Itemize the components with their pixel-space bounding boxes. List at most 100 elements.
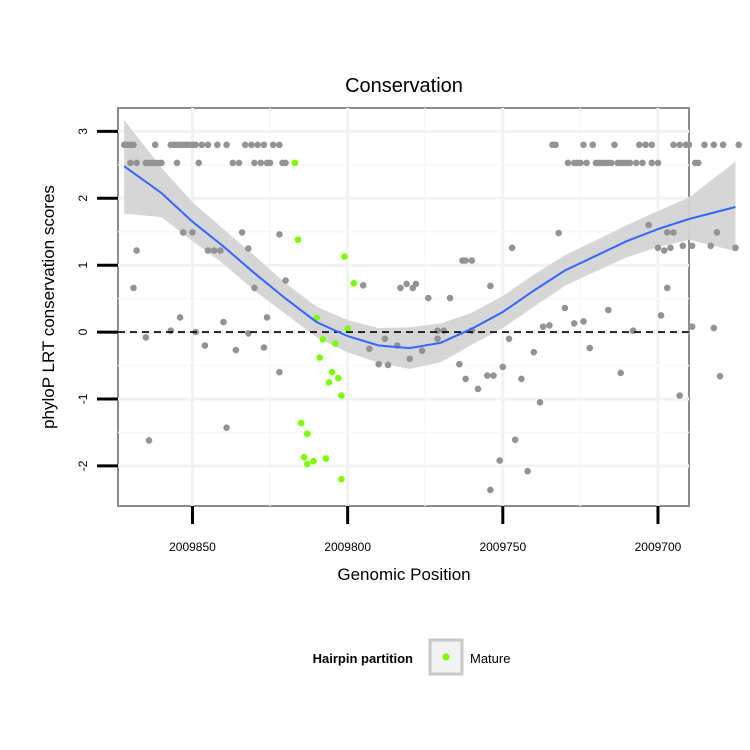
data-point bbox=[214, 141, 221, 149]
data-point bbox=[716, 372, 724, 380]
data-point bbox=[462, 257, 469, 264]
data-point bbox=[235, 159, 243, 167]
data-point bbox=[167, 327, 175, 335]
data-point bbox=[257, 159, 265, 167]
mature-point bbox=[297, 419, 305, 427]
mature-point bbox=[291, 159, 299, 167]
mature-point bbox=[319, 336, 327, 343]
data-point bbox=[586, 344, 593, 352]
data-point bbox=[508, 244, 516, 252]
y-tick-label: 1 bbox=[76, 262, 90, 269]
data-point bbox=[260, 141, 268, 149]
data-point bbox=[648, 159, 656, 167]
data-point bbox=[269, 141, 277, 149]
data-point bbox=[611, 141, 618, 149]
data-point bbox=[707, 242, 714, 250]
data-point bbox=[667, 244, 674, 252]
data-point bbox=[204, 141, 212, 149]
data-point bbox=[487, 282, 494, 290]
data-point bbox=[189, 229, 196, 236]
mature-point bbox=[338, 475, 345, 483]
data-point bbox=[605, 306, 612, 314]
mature-point bbox=[294, 236, 302, 244]
data-point bbox=[142, 334, 150, 341]
data-point bbox=[657, 312, 665, 319]
x-tick-label: 2009750 bbox=[479, 540, 526, 554]
data-point bbox=[406, 355, 414, 363]
data-point bbox=[198, 141, 206, 149]
mature-point bbox=[331, 340, 339, 347]
data-point bbox=[710, 324, 718, 332]
data-point bbox=[397, 284, 404, 292]
x-axis: 2009850 2009800 2009750 2009700 bbox=[169, 506, 682, 554]
y-tick-label: -1 bbox=[76, 393, 90, 404]
data-point bbox=[685, 141, 693, 149]
y-tick-label: -2 bbox=[76, 460, 90, 471]
data-point bbox=[232, 346, 240, 354]
data-point bbox=[251, 284, 258, 292]
mature-point bbox=[322, 455, 330, 462]
data-point bbox=[648, 141, 656, 149]
data-point bbox=[251, 159, 258, 167]
data-point bbox=[496, 457, 504, 464]
data-point bbox=[375, 360, 383, 368]
data-point bbox=[220, 318, 227, 326]
data-point bbox=[151, 141, 159, 149]
loess-smooth-line bbox=[123, 165, 736, 350]
data-point bbox=[204, 247, 212, 254]
mature-point bbox=[325, 379, 333, 386]
data-point bbox=[456, 360, 463, 368]
mature-point bbox=[300, 453, 308, 461]
data-point bbox=[564, 159, 572, 167]
legend-mature-swatch bbox=[442, 653, 450, 661]
data-point bbox=[248, 141, 255, 149]
mature-point bbox=[350, 280, 358, 287]
data-point bbox=[710, 141, 718, 149]
data-point bbox=[539, 323, 547, 331]
data-point bbox=[676, 392, 683, 399]
data-point bbox=[145, 437, 153, 444]
data-point bbox=[713, 229, 721, 236]
data-point bbox=[276, 368, 283, 376]
mature-point bbox=[304, 430, 311, 438]
data-point bbox=[688, 323, 696, 331]
mature-point bbox=[335, 374, 342, 382]
data-point bbox=[552, 141, 559, 149]
data-point bbox=[130, 141, 137, 149]
data-point bbox=[536, 399, 544, 406]
data-point bbox=[468, 257, 476, 264]
data-point bbox=[276, 231, 283, 238]
data-point bbox=[670, 141, 677, 149]
data-point bbox=[238, 229, 246, 236]
confidence-band-layer bbox=[124, 120, 736, 369]
data-point bbox=[688, 242, 696, 250]
data-point bbox=[654, 159, 662, 167]
data-point bbox=[245, 245, 252, 252]
data-point bbox=[546, 322, 553, 329]
mature-point bbox=[316, 354, 324, 361]
data-point bbox=[617, 369, 624, 377]
data-point bbox=[518, 375, 525, 383]
data-point bbox=[418, 347, 426, 355]
data-point bbox=[434, 327, 441, 335]
data-point bbox=[130, 284, 137, 292]
data-point bbox=[654, 244, 662, 252]
data-point bbox=[499, 363, 507, 371]
data-point bbox=[583, 159, 590, 167]
data-point bbox=[266, 159, 274, 167]
data-point bbox=[223, 424, 230, 432]
data-point bbox=[487, 486, 494, 494]
y-axis-title: phyloP LRT conservation scores bbox=[39, 185, 58, 429]
data-point bbox=[263, 314, 271, 321]
data-point bbox=[474, 385, 482, 393]
data-point bbox=[179, 229, 187, 236]
data-point bbox=[210, 247, 218, 254]
data-point bbox=[217, 247, 224, 254]
data-point bbox=[719, 141, 727, 149]
data-point bbox=[192, 141, 199, 149]
data-point bbox=[241, 141, 249, 149]
data-point bbox=[664, 229, 671, 236]
data-point bbox=[530, 348, 538, 356]
data-point bbox=[276, 141, 283, 149]
